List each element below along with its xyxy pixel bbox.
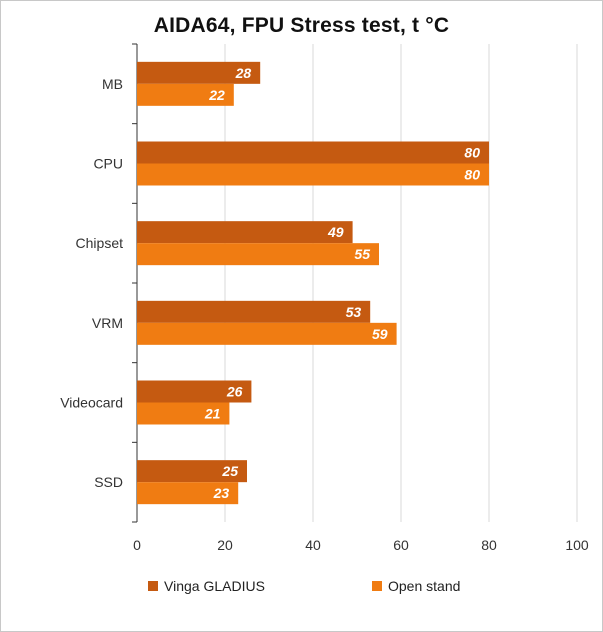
bar xyxy=(137,482,239,505)
data-label: 53 xyxy=(346,304,362,320)
legend-label-series-2: Open stand xyxy=(388,578,461,594)
data-label: 59 xyxy=(372,326,388,342)
x-tick-label: 20 xyxy=(217,537,233,553)
bar xyxy=(137,61,261,84)
legend-swatch-series-2 xyxy=(372,581,382,591)
legend-label-series-1: Vinga GLADIUS xyxy=(164,578,265,594)
data-label: 55 xyxy=(354,246,370,262)
bar xyxy=(137,243,379,266)
data-label: 28 xyxy=(235,65,252,81)
bar xyxy=(137,141,489,164)
data-label: 80 xyxy=(464,167,480,183)
y-category-label: Chipset xyxy=(76,235,124,251)
y-category-label: MB xyxy=(102,76,123,92)
legend-swatch-series-1 xyxy=(148,581,158,591)
x-tick-label: 80 xyxy=(481,537,497,553)
bar xyxy=(137,221,353,244)
data-label: 26 xyxy=(226,384,243,400)
bar xyxy=(137,163,489,186)
bar xyxy=(137,460,247,483)
x-tick-label: 60 xyxy=(393,537,409,553)
y-category-label: VRM xyxy=(92,315,123,331)
data-label: 22 xyxy=(208,87,225,103)
legend-item-series-1: Vinga GLADIUS xyxy=(148,578,265,594)
data-label: 23 xyxy=(213,485,230,501)
data-label: 21 xyxy=(204,406,221,422)
legend: Vinga GLADIUS Open stand xyxy=(0,578,603,598)
bar xyxy=(137,83,234,106)
chart-title: AIDA64, FPU Stress test, t °C xyxy=(153,14,450,37)
data-label: 25 xyxy=(221,463,238,479)
bar xyxy=(137,300,371,323)
legend-item-series-2: Open stand xyxy=(372,578,460,594)
y-category-label: SSD xyxy=(94,474,123,490)
x-tick-label: 0 xyxy=(133,537,141,553)
x-tick-label: 40 xyxy=(305,537,321,553)
x-tick-label: 100 xyxy=(565,537,589,553)
bar xyxy=(137,380,252,403)
bar xyxy=(137,402,230,425)
data-label: 80 xyxy=(464,145,480,161)
bar xyxy=(137,322,397,345)
data-label: 49 xyxy=(327,224,344,240)
y-category-label: Videocard xyxy=(60,395,123,411)
y-category-label: CPU xyxy=(93,156,123,172)
